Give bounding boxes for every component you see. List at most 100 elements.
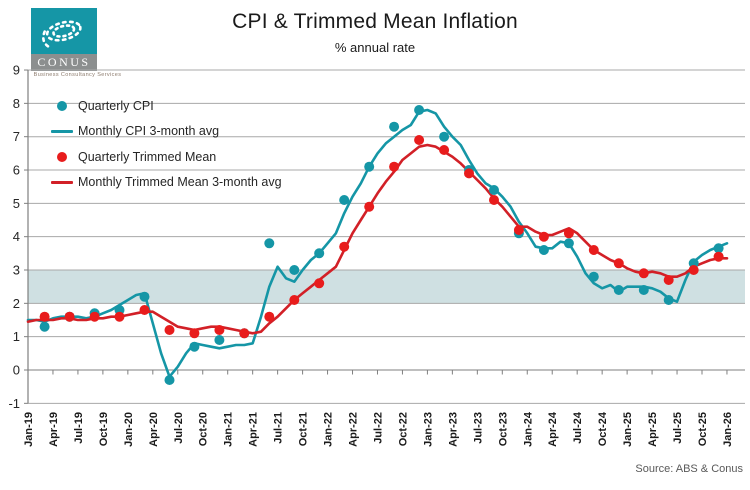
series-point-0 [613,285,624,295]
x-tick-label: Apr-24 [547,411,559,447]
series-point-0 [264,238,275,249]
legend-label: Quarterly Trimmed Mean [78,149,217,164]
series-point-2 [64,311,75,322]
x-tick-label: Jan-20 [123,412,135,447]
x-tick-label: Jan-19 [23,412,35,447]
x-tick-label: Jul-20 [173,412,185,444]
series-point-2 [414,135,425,145]
legend-item-3: Monthly Trimmed Mean 3-month avg [50,170,282,196]
series-point-2 [538,231,549,242]
series-point-2 [139,305,150,315]
series-point-2 [513,225,524,235]
series-point-0 [364,161,375,172]
series-point-0 [314,248,325,259]
series-point-2 [39,311,50,322]
x-tick-label: Apr-23 [447,412,459,447]
y-tick-label: 4 [13,229,20,244]
y-tick-label: 2 [13,296,20,311]
series-point-0 [214,335,225,345]
series-point-2 [339,241,350,252]
series-point-0 [638,285,649,295]
x-tick-label: Jul-22 [372,412,384,444]
x-tick-label: Jul-19 [73,412,85,444]
y-tick-label: 9 [13,63,20,78]
x-tick-label: Oct-22 [397,412,409,446]
legend-line-icon [50,129,74,133]
y-tick-label: 1 [13,329,20,344]
legend-item-0: Quarterly CPI [50,93,282,119]
series-point-0 [189,341,200,352]
series-point-0 [414,105,425,115]
x-tick-label: Apr-25 [647,412,659,447]
series-point-0 [489,185,499,195]
logo-wordmark: CONUS [31,54,97,71]
x-tick-label: Jan-24 [522,411,534,447]
x-tick-label: Jan-26 [722,412,734,447]
logo-swirl-icon [31,8,97,54]
series-point-0 [164,375,175,385]
source-note: Source: ABS & Conus [635,463,743,475]
y-tick-label: 8 [13,96,20,111]
x-tick-label: Oct-20 [198,412,210,446]
x-tick-label: Oct-21 [298,412,310,446]
x-tick-label: Oct-25 [697,412,709,446]
page-title: CPI & Trimmed Mean Inflation [232,10,518,33]
series-point-2 [364,201,375,212]
series-point-2 [314,278,325,289]
legend-label: Monthly Trimmed Mean 3-month avg [78,175,282,190]
series-point-2 [239,328,250,339]
series-point-2 [439,145,450,155]
y-tick-label: 6 [13,163,20,178]
legend-dot-icon [50,100,74,111]
series-point-0 [538,245,549,255]
series-point-0 [389,121,400,132]
series-point-0 [289,265,300,275]
y-tick-label: 7 [13,129,20,144]
x-tick-label: Oct-24 [597,411,609,446]
series-point-0 [663,295,674,305]
x-tick-label: Jul-24 [572,411,584,444]
legend-dot-icon [50,151,74,162]
x-tick-label: Jan-23 [422,412,434,447]
series-point-2 [613,258,624,269]
x-tick-label: Oct-19 [98,412,110,446]
series-point-0 [439,131,450,142]
page-subtitle: % annual rate [334,40,416,55]
series-point-2 [389,161,400,172]
series-point-2 [464,168,474,179]
series-point-2 [164,325,175,335]
x-tick-label: Jan-22 [323,412,335,447]
x-tick-label: Apr-19 [48,412,60,447]
legend-item-1: Monthly CPI 3-month avg [50,119,282,145]
legend-label: Quarterly CPI [78,98,154,113]
series-point-2 [89,311,100,322]
series-point-0 [713,243,724,254]
series-point-2 [214,325,225,335]
series-point-2 [264,311,275,322]
y-tick-label: -1 [8,396,20,411]
series-point-2 [489,195,499,205]
x-tick-label: Jan-25 [622,412,634,447]
legend-item-2: Quarterly Trimmed Mean [50,144,282,170]
legend-label: Monthly CPI 3-month avg [78,124,220,139]
series-point-2 [638,268,649,279]
series-point-0 [39,321,50,332]
series-point-0 [139,291,150,302]
conus-logo: CONUS Business Consultancy Services [31,8,122,78]
series-point-2 [189,328,200,339]
x-tick-label: Jul-21 [273,412,285,444]
series-point-2 [713,251,724,262]
x-tick-label: Apr-21 [248,412,260,447]
x-tick-label: Jan-21 [223,412,235,447]
series-point-0 [588,271,599,282]
logo-caption: Business Consultancy Services [33,72,122,78]
series-point-0 [563,238,574,249]
x-tick-label: Apr-22 [348,412,360,447]
x-tick-label: Oct-23 [497,412,509,446]
series-point-2 [563,228,574,239]
series-point-2 [688,265,699,275]
y-tick-label: 3 [13,263,20,278]
x-tick-label: Jul-25 [672,412,684,444]
